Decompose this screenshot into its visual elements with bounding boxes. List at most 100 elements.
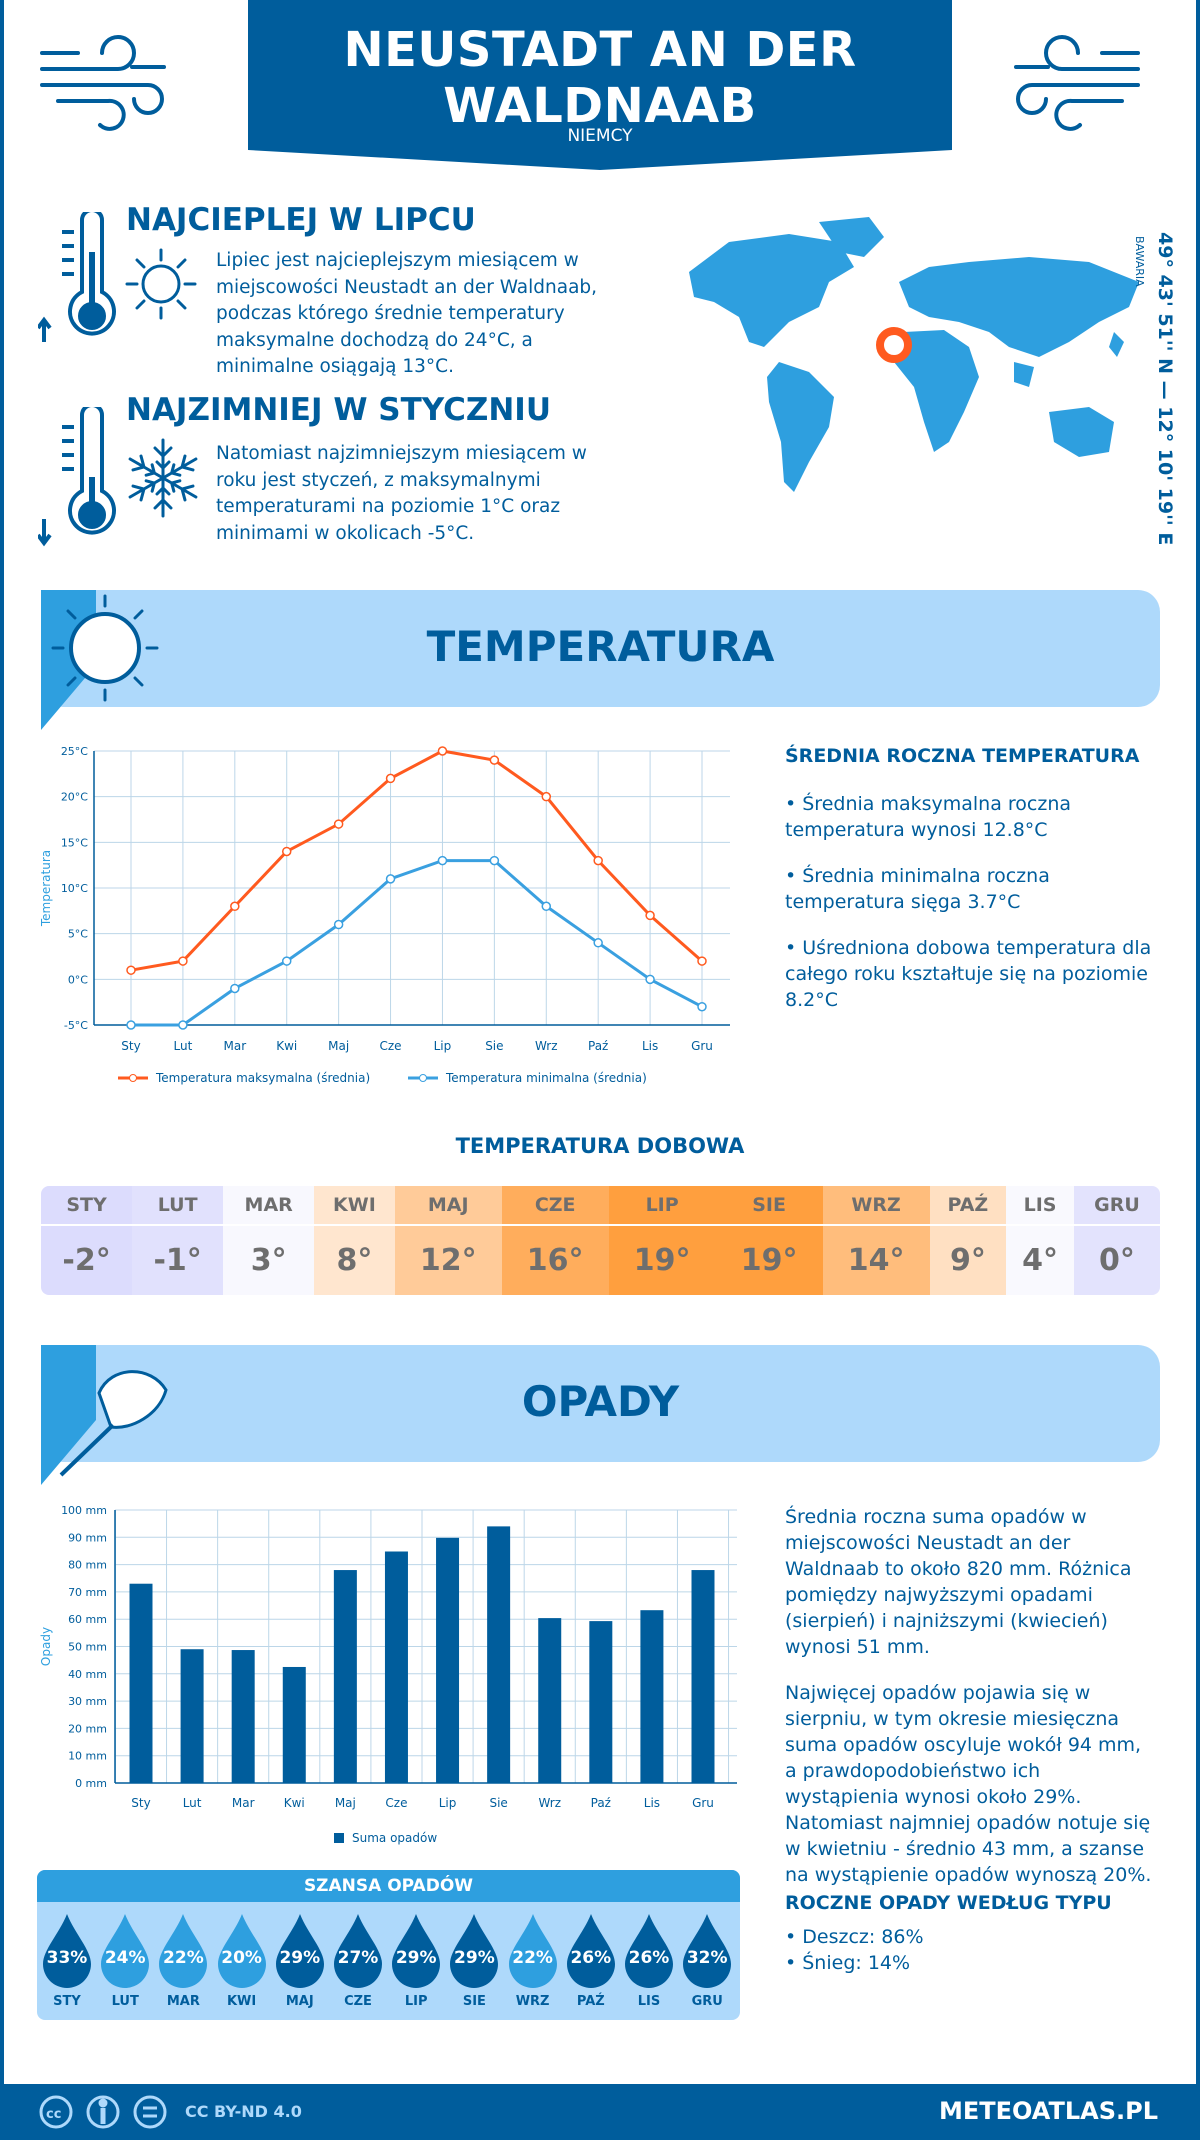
daily-temperature-table: STY LUT MAR KWI MAJ CZE LIP SIE WRZ PAŹ LIS GRU -2° -… [41,1186,1160,1295]
precip-bar [640,1610,664,1783]
daily-month: LIS [1006,1186,1074,1226]
precip-text-1: Średnia roczna suma opadów w miejscowośc… [785,1506,1132,1658]
chance-month: STY [53,1994,81,2009]
daily-value: -2° [41,1225,133,1295]
y-tick-label: 40 mm [68,1668,107,1681]
daily-month: CZE [501,1186,609,1226]
chance-value: 26% [628,1948,670,1968]
raindrop-icon [159,1914,208,1988]
wind-icon [40,35,166,131]
y-tick-label: 90 mm [68,1531,107,1544]
site-link[interactable]: METEOATLAS.PL [938,2097,1158,2125]
y-tick-label: 5°C [68,928,88,941]
chance-drop: 33% STY [41,1912,93,2009]
chance-value: 22% [163,1948,204,1968]
legend-label: Temperatura minimalna (średnia) [445,1071,647,1085]
y-tick-label: 50 mm [68,1641,107,1654]
chance-value: 29% [279,1948,321,1968]
chance-month: CZE [344,1994,372,2009]
sun-icon [125,248,197,320]
data-point [697,956,707,966]
y-tick-label: 0 mm [75,1777,107,1790]
raindrop-icon [683,1914,732,1988]
frame-right [1196,0,1200,2140]
raindrop-icon [625,1914,673,1988]
precipitation-chance-panel: SZANSA OPADÓW 33% STY 24% LUT 22% MAR 20% KWI 29… [37,1870,740,2020]
raindrop-icon [450,1914,499,1988]
x-tick-label: Paź [588,1039,608,1053]
hottest-text: Lipiec jest najcieplejszym miesiącem w m… [216,250,598,377]
chance-drop: 29% MAJ [274,1912,326,2009]
chance-drop: 24% LUT [99,1912,151,2009]
summary-bullet: • Średnia minimalna roczna temperatura s… [785,865,1050,913]
x-tick-label: Cze [380,1039,402,1053]
x-tick-label: Lip [439,1796,457,1810]
data-point [281,956,292,966]
chance-month: PAŹ [576,1994,605,2009]
y-tick-label: 25°C [61,745,88,758]
chance-value: 27% [337,1948,379,1968]
precip-text-2: Najwięcej opadów pojawia się w sierpniu,… [785,1682,1152,1886]
chance-value: 26% [570,1948,612,1968]
x-tick-label: Maj [335,1796,356,1810]
umbrella-icon [41,1345,168,1485]
daily-month: GRU [1073,1186,1160,1226]
y-axis-label: Opady [39,1627,53,1666]
data-point [126,965,136,975]
x-tick-label: Lip [434,1039,452,1053]
y-tick-label: 30 mm [68,1695,107,1708]
x-tick-label: Sie [489,1796,507,1810]
daily-month: LUT [132,1186,224,1226]
chance-month: MAR [166,1994,200,2009]
chance-month: LUT [111,1994,139,2009]
temperature-summary-title: ŚREDNIA ROCZNA TEMPERATURA [785,745,1140,767]
chance-drop: 29% LIP [390,1912,442,2009]
y-tick-label: 20 mm [68,1722,107,1735]
data-point [333,819,344,829]
daily-value: 14° [822,1225,930,1295]
chance-month: GRU [691,1994,723,2009]
data-point [541,901,552,912]
coldest-title: NAJZIMNIEJ W STYCZNIU [126,392,551,428]
chance-drop: 22% WRZ [507,1912,559,2009]
precip-bar [538,1618,562,1783]
precip-type-snow: • Śnieg: 14% [785,1952,911,1974]
data-point [437,746,448,756]
x-tick-label: Lis [644,1796,660,1810]
chance-month: SIE [462,1994,486,2009]
precip-bar [589,1621,613,1783]
raindrop-icon [101,1914,150,1988]
chance-drop: 26% PAŹ [565,1912,617,2009]
daily-value: 3° [223,1225,315,1295]
data-point [489,755,500,765]
precip-type-rain: • Deszcz: 86% [785,1926,924,1948]
y-tick-label: -5°C [64,1019,88,1032]
precip-bar [180,1649,204,1783]
chance-drop: 22% MAR [157,1912,209,2009]
chance-month: MAJ [285,1994,314,2009]
series-line [131,859,703,1027]
y-tick-label: 0°C [68,973,88,986]
y-tick-label: 70 mm [68,1586,107,1599]
precip-bar [129,1583,153,1783]
data-point [645,910,655,921]
daily-month: MAJ [394,1186,502,1226]
daily-value: 19° [715,1225,823,1295]
daily-value: -1° [132,1225,224,1295]
chance-drop: 27% CZE [332,1912,384,2009]
data-point [281,846,292,857]
chance-value: 29% [454,1948,495,1968]
svg-text:cc: cc [46,2107,61,2122]
precip-bar [384,1551,408,1783]
chance-value: 32% [686,1948,728,1968]
chance-month: LIS [637,1994,661,2009]
data-point [385,874,396,884]
x-tick-label: Mar [223,1039,246,1053]
region-label: BAWARIA [1133,236,1146,287]
thermometer-hot-icon [38,212,116,342]
x-tick-label: Paź [591,1796,611,1810]
x-tick-label: Cze [385,1796,407,1810]
data-point [541,791,552,802]
raindrop-icon [334,1914,382,1988]
daily-month: SIE [715,1186,823,1226]
